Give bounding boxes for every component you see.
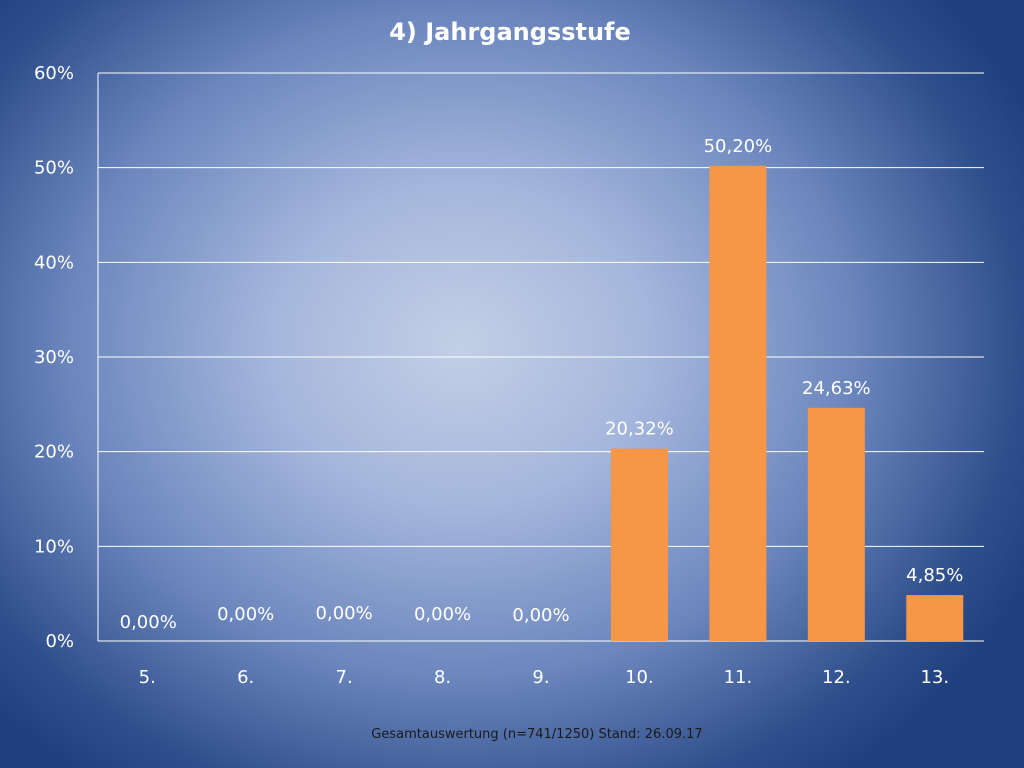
y-tick-label: 20% xyxy=(34,442,74,463)
y-tick-label: 0% xyxy=(45,631,74,652)
x-tick-label: 9. xyxy=(532,667,549,688)
chart-footer: Gesamtauswertung (n=741/1250) Stand: 26.… xyxy=(371,727,702,742)
data-label: 0,00% xyxy=(414,604,471,625)
data-labels: 0,00% 0,00% 0,00% 0,00% 0,00% 20,32% 50,20% 24,… xyxy=(120,136,964,633)
x-tick-label: 12. xyxy=(822,667,851,688)
y-tick-label: 50% xyxy=(34,158,74,179)
data-label: 24,63% xyxy=(802,378,871,399)
gridlines xyxy=(97,72,984,642)
data-label: 4,85% xyxy=(906,565,963,586)
chart-title: 4) Jahrgangsstufe xyxy=(389,18,631,46)
data-label: 20,32% xyxy=(605,419,674,440)
x-tick-label: 8. xyxy=(434,667,451,688)
bar xyxy=(709,165,767,642)
x-tick-label: 13. xyxy=(920,667,949,688)
y-tick-label: 60% xyxy=(34,63,74,84)
data-label: 50,20% xyxy=(704,136,773,157)
bar xyxy=(610,448,668,641)
bar xyxy=(807,407,865,641)
bars xyxy=(610,165,964,642)
x-axis-ticks: 5. 6. 7. 8. 9. 10. 11. 12. 13. xyxy=(139,667,949,688)
y-tick-label: 40% xyxy=(34,252,74,273)
data-label: 0,00% xyxy=(217,604,274,625)
y-tick-label: 10% xyxy=(34,536,74,557)
y-axis-ticks: 0% 10% 20% 30% 40% 50% 60% xyxy=(34,63,74,652)
x-tick-label: 5. xyxy=(139,667,156,688)
data-label: 0,00% xyxy=(120,612,177,633)
data-label: 0,00% xyxy=(316,603,373,624)
x-tick-label: 11. xyxy=(724,667,753,688)
bar xyxy=(906,595,964,641)
x-tick-label: 10. xyxy=(625,667,654,688)
data-label: 0,00% xyxy=(512,605,569,626)
x-tick-label: 6. xyxy=(237,667,254,688)
x-tick-label: 7. xyxy=(336,667,353,688)
y-tick-label: 30% xyxy=(34,347,74,368)
